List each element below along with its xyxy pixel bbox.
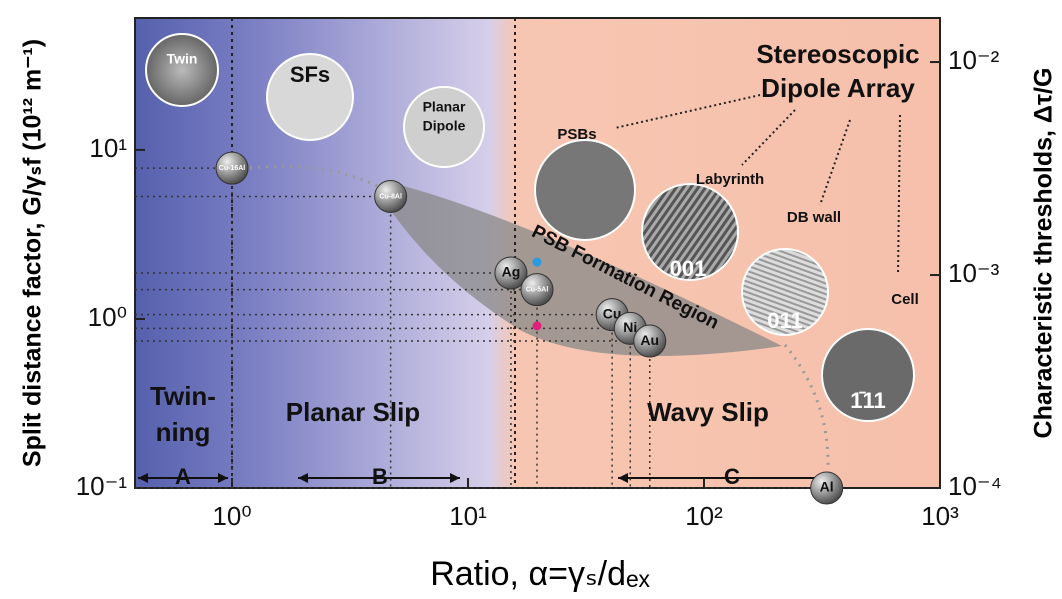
highlight-point <box>532 321 541 330</box>
annotation: ning <box>156 417 211 447</box>
x-axis-label: Ratio, α=γₛ/dₑₓ <box>430 555 650 593</box>
point-label: Au <box>640 332 659 348</box>
annotation: B <box>372 464 388 489</box>
annotation: Cell <box>891 291 919 308</box>
y-axis-label: Split distance factor, G/γₛf (10¹² m⁻¹) <box>19 39 47 467</box>
annotation: A <box>175 464 191 489</box>
annotation: SFs <box>290 62 330 87</box>
point-label: Cu-16Al <box>219 165 246 172</box>
annotation: Planar <box>423 99 466 115</box>
annotation: Dipole <box>423 118 466 134</box>
annotation: Twin <box>167 51 198 67</box>
annotation: Planar Slip <box>286 397 420 427</box>
y2-axis-label: Characteristic thresholds, Δτ/G <box>1030 68 1058 439</box>
x-tick-label: 10¹ <box>449 501 487 531</box>
annotation: 1̄11 <box>850 388 886 413</box>
y2-tick-label: 10⁻³ <box>948 258 1000 288</box>
annotation: 011 <box>767 308 803 333</box>
page: {"chart_data":{"type":"scatter", "x_labe… <box>0 0 1062 599</box>
point-label: Ni <box>623 319 637 335</box>
chart: Ratio, α=γₛ/dₑₓ Split distance factor, G… <box>0 0 1062 599</box>
x-tick-label: 10³ <box>921 501 959 531</box>
y-tick-label: 10¹ <box>89 133 127 163</box>
y-tick-label: 10⁻¹ <box>76 471 128 501</box>
y2-tick-label: 10⁻⁴ <box>948 471 1002 501</box>
point-label: Cu-5Al <box>526 287 549 294</box>
annotation: Dipole Array <box>761 73 915 103</box>
highlight-point <box>532 258 541 267</box>
point-label: Ag <box>502 264 521 280</box>
annotation: Wavy Slip <box>647 397 769 427</box>
annotation: 001 <box>670 256 707 281</box>
annotation: Labyrinth <box>696 171 764 188</box>
annotation: DB wall <box>787 209 841 226</box>
annotation: Twin- <box>150 381 216 411</box>
point-label: Cu-8Al <box>379 193 402 200</box>
y-tick-label: 10⁰ <box>88 302 127 332</box>
x-tick-label: 10² <box>685 501 723 531</box>
point-label: Al <box>820 479 834 495</box>
annotation: C <box>724 464 740 489</box>
annotation: PSBs <box>557 126 596 143</box>
x-tick-label: 10⁰ <box>212 501 251 531</box>
y2-tick-label: 10⁻² <box>948 45 1000 75</box>
annotation: Stereoscopic <box>756 39 919 69</box>
